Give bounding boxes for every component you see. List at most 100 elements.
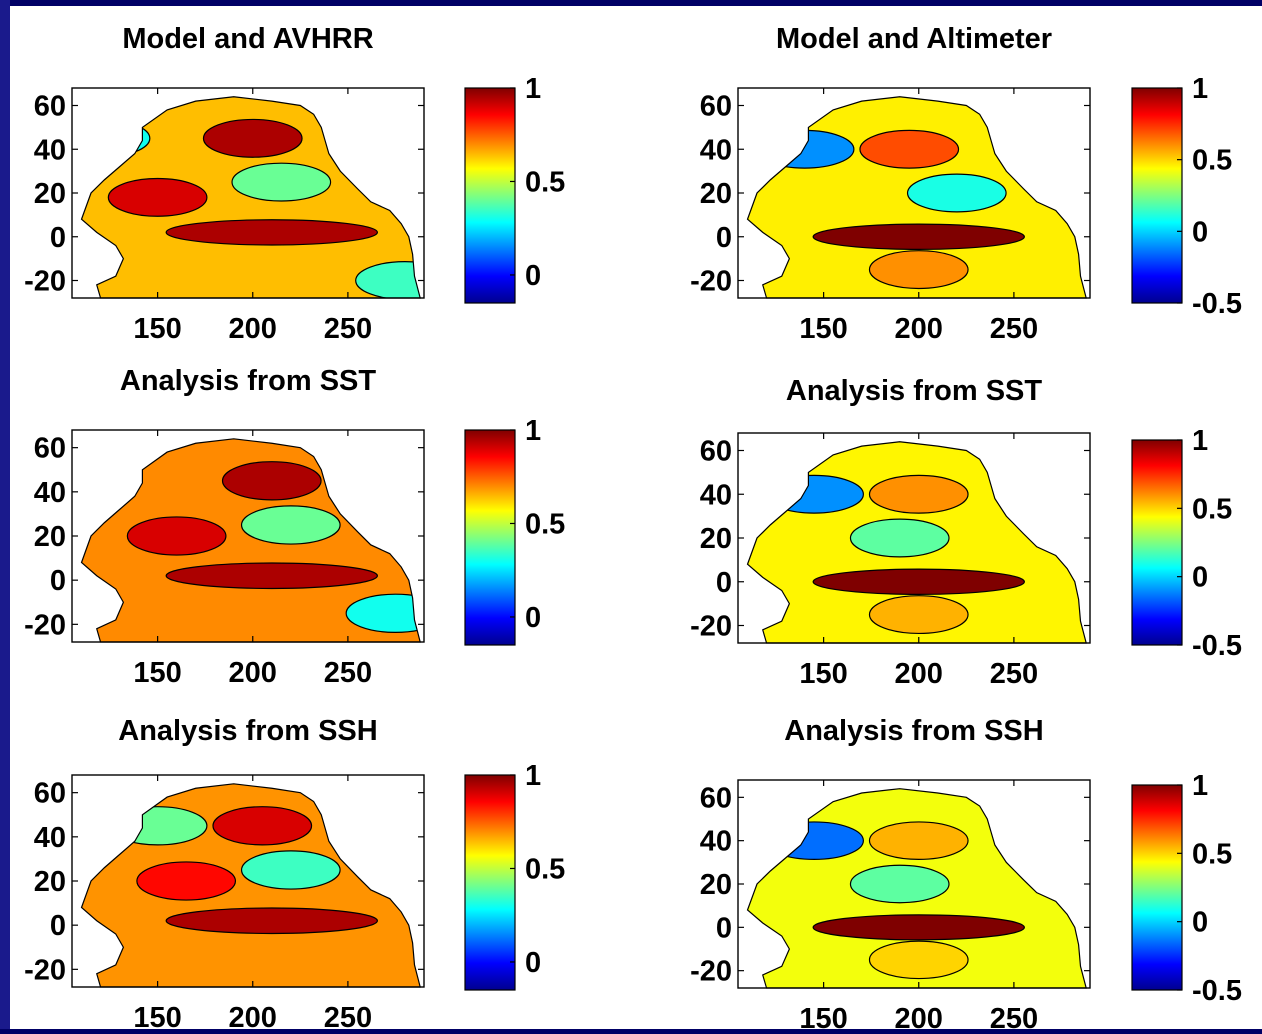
field-region — [231, 162, 332, 202]
correlation-field — [747, 441, 1087, 643]
x-tick-label: 250 — [324, 313, 372, 345]
colorbar-tick-label: 0 — [1192, 216, 1208, 248]
colorbar — [464, 429, 516, 646]
y-tick-label: 60 — [700, 782, 732, 814]
x-tick-label: 200 — [229, 1002, 277, 1029]
colorbar-tick-label: 0.5 — [525, 853, 565, 885]
chart-title: Analysis from SSH — [118, 715, 377, 747]
field-region — [754, 129, 855, 169]
chart-title: Model and AVHRR — [122, 23, 373, 55]
y-tick-label: 40 — [700, 479, 732, 511]
x-tick-label: 200 — [229, 313, 277, 345]
x-tick-label: 250 — [990, 313, 1038, 345]
field-region — [240, 505, 341, 545]
x-tick-label: 150 — [133, 657, 181, 689]
y-tick-label: -20 — [690, 611, 732, 643]
colorbar-tick-label: 0 — [1192, 562, 1208, 594]
colorbar-tick-label: -0.5 — [1192, 288, 1242, 320]
top-frame-bar — [0, 0, 1262, 6]
colorbar-tick-label: 0 — [525, 602, 541, 634]
field-region — [764, 474, 864, 514]
y-tick-label: 0 — [50, 910, 66, 942]
field-region — [126, 516, 227, 556]
x-tick-label: 250 — [990, 1003, 1038, 1029]
coastline — [746, 96, 1087, 299]
field-region — [906, 173, 1007, 213]
colorbar — [1131, 87, 1183, 304]
colorbar-tick-label: 1 — [1192, 425, 1208, 457]
field-region — [812, 914, 1025, 941]
y-tick-label: 60 — [34, 433, 66, 465]
colorbar-tick-label: 0.5 — [525, 508, 565, 540]
field-region — [849, 518, 950, 558]
correlation-field — [747, 788, 1087, 988]
field-region — [355, 261, 421, 298]
coastline — [746, 788, 1087, 989]
colorbar-tick-label: 0 — [1192, 907, 1208, 939]
colorbar-tick-label: -0.5 — [1192, 630, 1242, 662]
colorbar-tick-label: 1 — [1192, 73, 1208, 105]
y-tick-label: 0 — [716, 567, 732, 599]
y-tick-label: 60 — [34, 91, 66, 123]
y-tick-label: 60 — [700, 436, 732, 468]
colorbar-tick-label: 0.5 — [1192, 145, 1232, 177]
colorbar-tick-label: 1 — [1192, 770, 1208, 802]
colorbar-tick-label: 0.5 — [525, 166, 565, 198]
y-tick-label: -20 — [24, 609, 66, 641]
colorbar-tick-label: 1 — [525, 415, 541, 447]
field-region — [107, 806, 208, 846]
field-region — [136, 861, 237, 901]
field-region — [868, 940, 969, 980]
x-tick-label: 150 — [133, 313, 181, 345]
x-tick-label: 200 — [229, 657, 277, 689]
y-tick-label: 20 — [34, 521, 66, 553]
y-tick-label: 20 — [700, 869, 732, 901]
colorbar-tick-label: 1 — [525, 760, 541, 792]
x-tick-label: 150 — [799, 658, 847, 690]
y-tick-label: -20 — [690, 956, 732, 988]
coastline — [80, 783, 421, 988]
x-tick-label: 250 — [324, 657, 372, 689]
correlation-field — [81, 438, 421, 642]
coastline — [80, 96, 421, 299]
x-tick-label: 150 — [799, 1003, 847, 1029]
field-region — [859, 129, 960, 169]
colorbar-tick-label: 0 — [525, 947, 541, 979]
x-tick-label: 150 — [799, 313, 847, 345]
x-tick-label: 200 — [895, 313, 943, 345]
y-tick-label: 0 — [50, 222, 66, 254]
chart-title: Analysis from SSH — [784, 715, 1043, 747]
field-region — [868, 821, 969, 860]
colorbar — [1131, 439, 1183, 646]
y-tick-label: 0 — [716, 222, 732, 254]
figure: Model and AVHRR 60 40 20 0 -20 150 200 250 1 0.5 0 M… — [10, 0, 1262, 1034]
field-region — [165, 562, 378, 590]
y-tick-label: 20 — [700, 523, 732, 555]
colorbar-tick-label: 0 — [525, 260, 541, 292]
coastline — [80, 438, 421, 643]
x-tick-label: 200 — [895, 658, 943, 690]
y-tick-label: 20 — [34, 178, 66, 210]
field-region — [764, 821, 864, 860]
colorbar — [464, 87, 516, 304]
field-region — [165, 219, 378, 246]
colorbar — [1131, 784, 1183, 991]
field-region — [81, 118, 151, 158]
field-region — [165, 907, 378, 935]
colorbar-tick-label: 0.5 — [1192, 838, 1232, 870]
y-tick-label: 60 — [34, 778, 66, 810]
y-tick-label: 20 — [700, 178, 732, 210]
field-region — [812, 223, 1025, 250]
y-tick-label: 20 — [34, 866, 66, 898]
y-tick-label: 40 — [700, 826, 732, 858]
colorbar-tick-label: -0.5 — [1192, 975, 1242, 1007]
colorbar — [464, 774, 516, 991]
field-region — [868, 250, 969, 290]
y-tick-label: 40 — [700, 134, 732, 166]
